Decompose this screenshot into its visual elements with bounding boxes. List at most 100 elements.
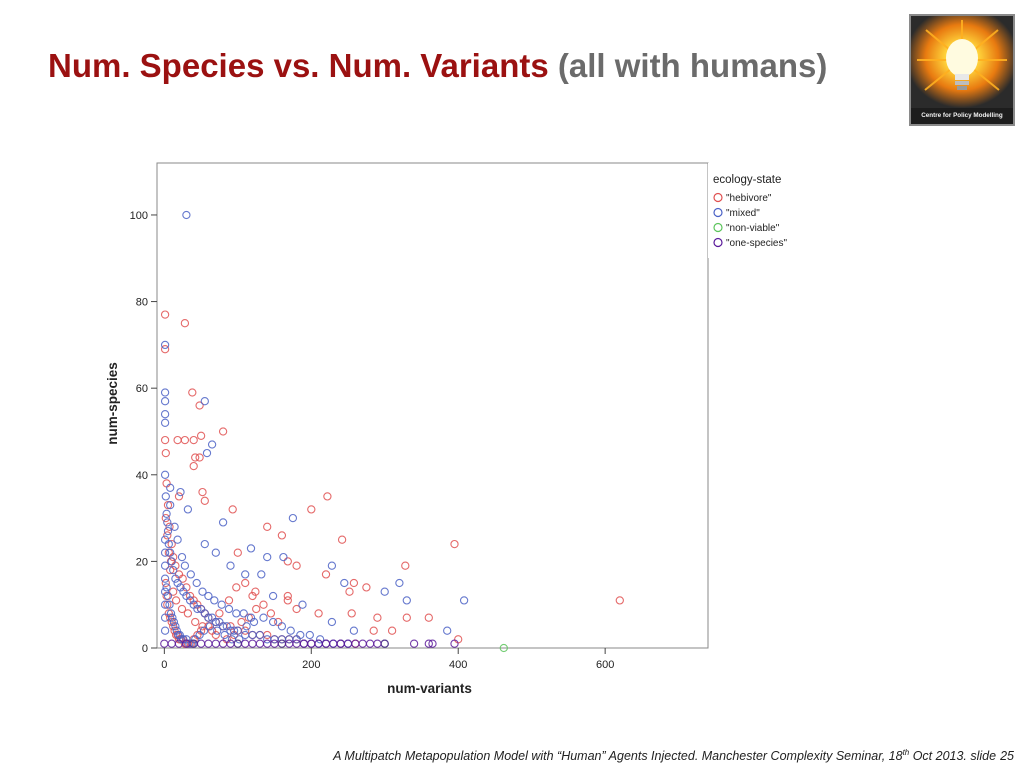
data-point <box>196 431 206 440</box>
footer-text-end: Oct 2013. slide <box>909 749 997 763</box>
data-point <box>218 622 228 631</box>
data-point <box>232 583 241 592</box>
data-point <box>380 587 389 596</box>
data-point <box>191 617 200 627</box>
data-point <box>161 578 170 588</box>
data-point <box>450 639 459 648</box>
data-point <box>179 587 188 596</box>
data-point <box>292 604 301 614</box>
data-point <box>168 613 177 622</box>
data-point <box>176 487 185 497</box>
data-point <box>349 626 359 635</box>
legend-label: "non-viable" <box>726 223 780 234</box>
data-point <box>233 626 242 635</box>
data-point <box>450 539 459 549</box>
data-point <box>162 583 171 592</box>
x-tick-label: 200 <box>302 659 320 671</box>
data-point <box>263 522 272 531</box>
data-point <box>246 544 256 553</box>
data-point <box>298 600 307 609</box>
data-point <box>315 635 325 644</box>
data-point <box>217 600 226 609</box>
data-point <box>177 552 187 562</box>
data-point <box>199 626 209 635</box>
data-point <box>198 587 207 596</box>
legend-label: "hebivore" <box>726 193 772 204</box>
x-tick-label: 600 <box>596 659 614 671</box>
data-point <box>235 635 244 644</box>
data-point <box>268 617 278 627</box>
data-point <box>241 570 250 579</box>
data-point <box>192 578 201 588</box>
data-point <box>263 552 272 562</box>
data-point <box>296 630 305 640</box>
data-point <box>239 609 248 618</box>
title-subtitle: (all with humans) <box>548 47 828 84</box>
data-point <box>244 613 253 622</box>
data-point <box>215 609 224 618</box>
data-point <box>207 440 217 449</box>
data-point <box>160 587 170 596</box>
data-point <box>160 470 170 479</box>
data-point <box>182 210 191 220</box>
data-point <box>173 535 182 544</box>
y-tick-label: 60 <box>136 383 148 395</box>
data-point <box>195 453 204 462</box>
legend-background <box>708 163 818 258</box>
data-point <box>170 522 179 531</box>
data-point <box>191 635 200 644</box>
data-point <box>162 509 171 518</box>
data-point <box>165 600 174 609</box>
data-point <box>259 600 268 609</box>
data-point <box>165 522 174 531</box>
data-point <box>166 609 176 618</box>
data-point <box>166 500 175 510</box>
cpm-logo: Centre for Policy Modelling <box>909 14 1015 126</box>
y-axis-title: num-species <box>105 362 120 445</box>
data-point <box>241 578 250 588</box>
footer-superscript: th <box>902 747 910 757</box>
data-point <box>185 639 194 648</box>
data-point <box>307 505 316 514</box>
data-point <box>163 518 172 527</box>
data-point <box>424 613 433 622</box>
data-point <box>180 561 190 570</box>
data-point <box>171 622 180 631</box>
legend-label: "one-species" <box>726 238 787 249</box>
data-point <box>166 548 175 557</box>
data-point <box>266 609 276 618</box>
data-point <box>340 578 349 588</box>
data-point <box>160 310 170 319</box>
legend-title: ecology-state <box>713 174 781 186</box>
data-point <box>428 639 437 648</box>
data-point <box>204 591 213 601</box>
data-point <box>161 448 170 458</box>
data-point <box>173 578 182 588</box>
data-point <box>160 600 170 609</box>
data-point <box>163 600 172 609</box>
data-point <box>233 548 242 557</box>
data-point <box>200 496 209 505</box>
data-point <box>345 587 354 596</box>
y-tick-label: 80 <box>136 297 148 309</box>
data-point <box>169 587 178 596</box>
data-point <box>224 604 234 614</box>
data-point <box>166 565 175 575</box>
slide-title: Num. Species vs. Num. Variants (all with… <box>48 44 827 88</box>
x-axis-title: num-variants <box>387 681 472 696</box>
data-point <box>163 531 172 540</box>
data-point <box>188 388 197 397</box>
data-point <box>163 526 173 536</box>
data-point <box>327 617 337 627</box>
data-point <box>182 583 191 592</box>
data-point <box>257 570 266 579</box>
data-point <box>380 639 389 648</box>
data-point <box>283 596 292 605</box>
legend-marker <box>713 192 723 203</box>
data-point <box>327 561 337 570</box>
data-point <box>459 596 469 605</box>
x-tick-label: 400 <box>449 659 467 671</box>
data-point <box>167 539 176 549</box>
data-points <box>160 210 624 653</box>
data-point <box>228 505 237 514</box>
